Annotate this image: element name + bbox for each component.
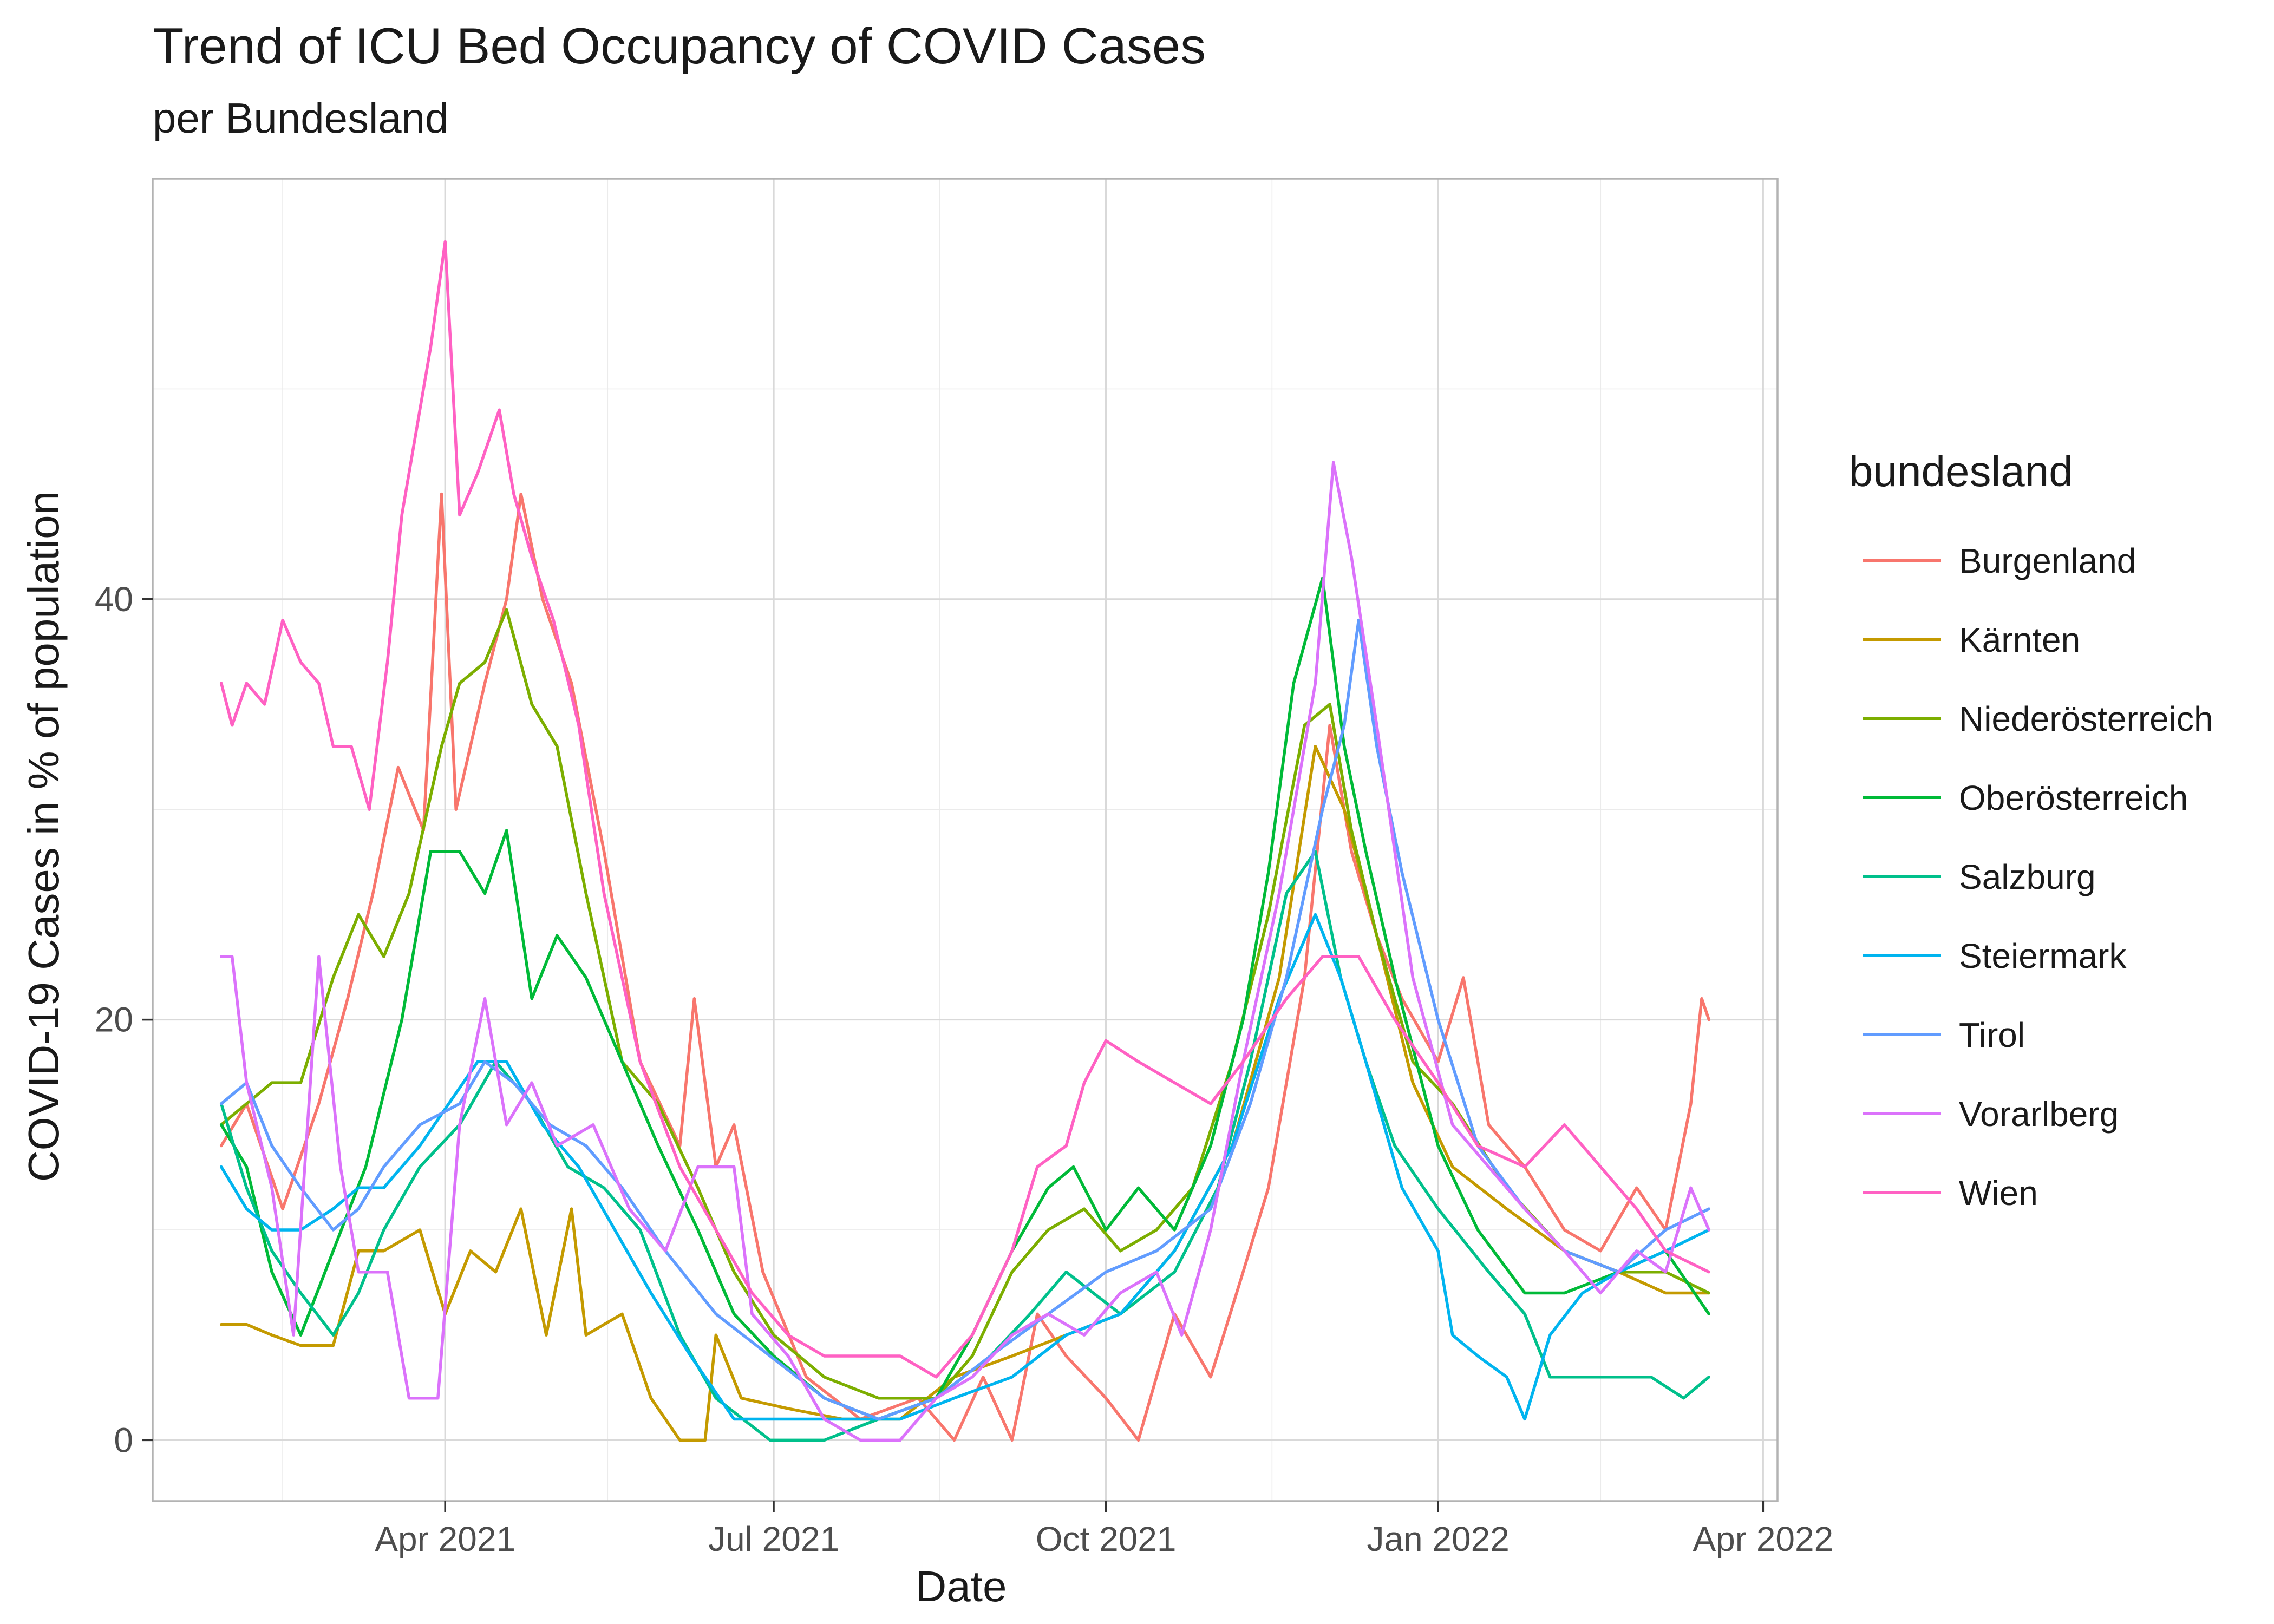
- legend-label-tirol: Tirol: [1959, 1016, 2025, 1055]
- legend-label-wien: Wien: [1959, 1174, 2038, 1213]
- y-axis-label: COVID-19 Cases in % of population: [19, 491, 68, 1182]
- major-gridlines: [153, 179, 1778, 1501]
- chart-subtitle: per Bundesland: [153, 94, 448, 142]
- series-line-niederosterreich: [219, 608, 1711, 1400]
- series-line-oberosterreich: [219, 577, 1711, 1421]
- series-line-karnten: [219, 744, 1711, 1442]
- series-line-steiermark: [219, 913, 1711, 1421]
- legend-label-salzburg: Salzburg: [1959, 857, 2096, 896]
- y-axis: 0 20 40: [95, 580, 153, 1459]
- plot-panel-border: [152, 178, 1779, 1502]
- x-tick-label: Jul 2021: [708, 1520, 839, 1558]
- legend-label-burgenland: Burgenland: [1959, 541, 2136, 580]
- x-tick-label: Oct 2021: [1036, 1520, 1177, 1558]
- legend: bundesland Burgenland Kärnten Niederösterr…: [1849, 447, 2213, 1213]
- legend-label-niederosterreich: Niederösterreich: [1959, 699, 2213, 738]
- legend-label-vorarlberg: Vorarlberg: [1959, 1095, 2119, 1134]
- chart-title: Trend of ICU Bed Occupancy of COVID Case…: [153, 17, 1206, 74]
- legend-label-oberosterreich: Oberösterreich: [1959, 778, 2188, 817]
- series-line-vorarlberg: [219, 461, 1711, 1442]
- legend-label-steiermark: Steiermark: [1959, 937, 2127, 975]
- series-line-wien: [219, 240, 1711, 1379]
- y-tick-label: 20: [95, 1000, 133, 1039]
- legend-label-karnten: Kärnten: [1959, 620, 2080, 659]
- series-lines: [219, 240, 1711, 1442]
- x-tick-label: Apr 2022: [1693, 1520, 1833, 1558]
- x-axis-label: Date: [916, 1562, 1007, 1610]
- legend-title: bundesland: [1849, 447, 2073, 495]
- x-tick-label: Apr 2021: [375, 1520, 515, 1558]
- x-tick-label: Jan 2022: [1367, 1520, 1509, 1558]
- x-axis: Apr 2021 Jul 2021 Oct 2021 Jan 2022 Apr 2022: [375, 1501, 1833, 1558]
- y-tick-label: 0: [114, 1420, 133, 1459]
- y-tick-label: 40: [95, 580, 133, 619]
- series-line-burgenland: [219, 492, 1711, 1442]
